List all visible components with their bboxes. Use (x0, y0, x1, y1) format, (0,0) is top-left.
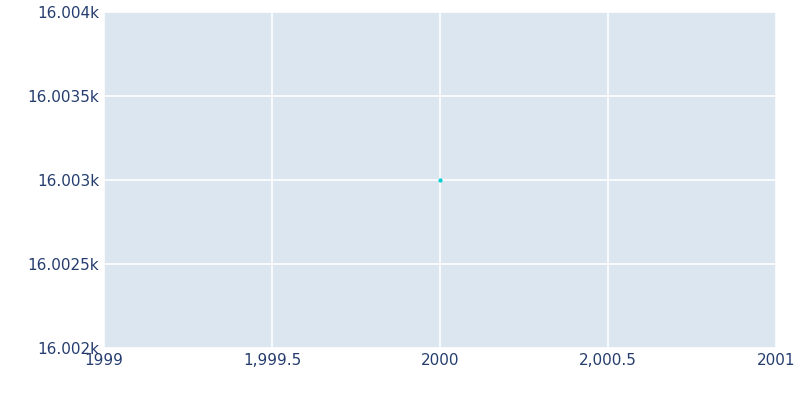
Point (434, 177, 446, 183)
